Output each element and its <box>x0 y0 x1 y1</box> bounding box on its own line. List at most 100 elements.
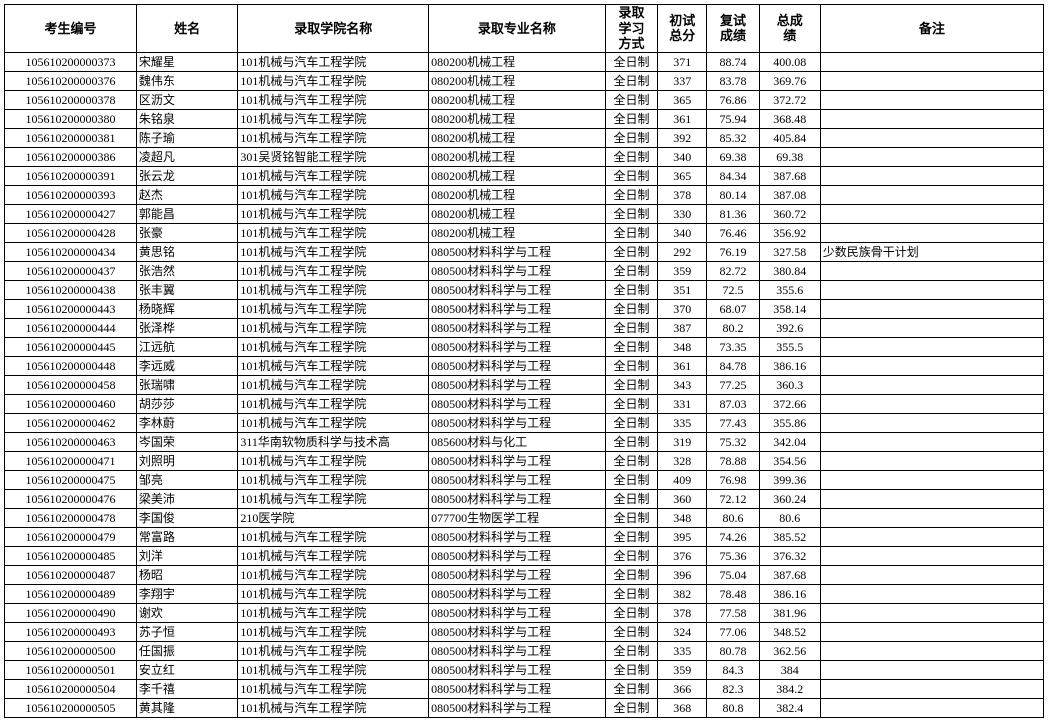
cell-mode: 全日制 <box>605 90 658 109</box>
cell-major: 080500材料科学与工程 <box>429 641 606 660</box>
cell-s1: 370 <box>658 299 707 318</box>
cell-name: 郭能昌 <box>136 204 237 223</box>
cell-id: 105610200000437 <box>5 261 137 280</box>
cell-mode: 全日制 <box>605 52 658 71</box>
cell-major: 080200机械工程 <box>429 90 606 109</box>
cell-mode: 全日制 <box>605 470 658 489</box>
cell-major: 080500材料科学与工程 <box>429 470 606 489</box>
cell-major: 080500材料科学与工程 <box>429 413 606 432</box>
cell-id: 105610200000475 <box>5 470 137 489</box>
cell-s2: 75.36 <box>707 546 760 565</box>
cell-total: 355.6 <box>759 280 820 299</box>
cell-s1: 319 <box>658 432 707 451</box>
cell-s2: 80.2 <box>707 318 760 337</box>
cell-id: 105610200000460 <box>5 394 137 413</box>
cell-mode: 全日制 <box>605 204 658 223</box>
cell-school: 101机械与汽车工程学院 <box>238 660 429 679</box>
cell-s1: 359 <box>658 261 707 280</box>
cell-s2: 76.46 <box>707 223 760 242</box>
cell-note <box>820 489 1043 508</box>
cell-major: 080200机械工程 <box>429 71 606 90</box>
cell-mode: 全日制 <box>605 527 658 546</box>
cell-school: 101机械与汽车工程学院 <box>238 280 429 299</box>
cell-mode: 全日制 <box>605 71 658 90</box>
cell-s1: 335 <box>658 641 707 660</box>
cell-total: 387.08 <box>759 185 820 204</box>
cell-s2: 77.25 <box>707 375 760 394</box>
cell-mode: 全日制 <box>605 489 658 508</box>
cell-s1: 328 <box>658 451 707 470</box>
cell-s2: 84.34 <box>707 166 760 185</box>
cell-major: 080200机械工程 <box>429 128 606 147</box>
cell-note <box>820 432 1043 451</box>
cell-s2: 78.48 <box>707 584 760 603</box>
header-row: 考生编号姓名录取学院名称录取专业名称录取学习方式初试总分复试成绩总成绩备注 <box>5 5 1044 53</box>
cell-major: 080500材料科学与工程 <box>429 356 606 375</box>
table-row: 105610200000458张瑞啸101机械与汽车工程学院080500材料科学… <box>5 375 1044 394</box>
table-row: 105610200000478李国俊210医学院077700生物医学工程全日制3… <box>5 508 1044 527</box>
cell-total: 400.08 <box>759 52 820 71</box>
cell-major: 080200机械工程 <box>429 223 606 242</box>
cell-major: 080200机械工程 <box>429 185 606 204</box>
cell-total: 69.38 <box>759 147 820 166</box>
table-row: 105610200000438张丰翼101机械与汽车工程学院080500材料科学… <box>5 280 1044 299</box>
cell-note <box>820 508 1043 527</box>
cell-school: 101机械与汽车工程学院 <box>238 375 429 394</box>
cell-major: 080200机械工程 <box>429 109 606 128</box>
cell-s1: 343 <box>658 375 707 394</box>
cell-school: 311华南软物质科学与技术高 <box>238 432 429 451</box>
cell-major: 080500材料科学与工程 <box>429 622 606 641</box>
cell-s1: 361 <box>658 356 707 375</box>
cell-school: 301吴贤铭智能工程学院 <box>238 147 429 166</box>
cell-s1: 348 <box>658 508 707 527</box>
cell-mode: 全日制 <box>605 432 658 451</box>
cell-major: 085600材料与化工 <box>429 432 606 451</box>
cell-s1: 409 <box>658 470 707 489</box>
cell-s2: 75.94 <box>707 109 760 128</box>
cell-major: 080500材料科学与工程 <box>429 394 606 413</box>
table-row: 105610200000437张浩然101机械与汽车工程学院080500材料科学… <box>5 261 1044 280</box>
cell-mode: 全日制 <box>605 242 658 261</box>
cell-school: 101机械与汽车工程学院 <box>238 584 429 603</box>
cell-note <box>820 546 1043 565</box>
table-row: 105610200000380朱铭泉101机械与汽车工程学院080200机械工程… <box>5 109 1044 128</box>
cell-id: 105610200000428 <box>5 223 137 242</box>
cell-mode: 全日制 <box>605 185 658 204</box>
cell-major: 080500材料科学与工程 <box>429 242 606 261</box>
cell-school: 101机械与汽车工程学院 <box>238 337 429 356</box>
table-row: 105610200000386凌超凡301吴贤铭智能工程学院080200机械工程… <box>5 147 1044 166</box>
cell-s2: 81.36 <box>707 204 760 223</box>
cell-mode: 全日制 <box>605 413 658 432</box>
header-id: 考生编号 <box>5 5 137 53</box>
cell-total: 355.5 <box>759 337 820 356</box>
cell-total: 342.04 <box>759 432 820 451</box>
cell-id: 105610200000490 <box>5 603 137 622</box>
cell-s1: 365 <box>658 90 707 109</box>
cell-school: 101机械与汽车工程学院 <box>238 565 429 584</box>
cell-school: 101机械与汽车工程学院 <box>238 527 429 546</box>
cell-school: 101机械与汽车工程学院 <box>238 90 429 109</box>
cell-s2: 77.58 <box>707 603 760 622</box>
cell-name: 张浩然 <box>136 261 237 280</box>
cell-note <box>820 185 1043 204</box>
cell-school: 101机械与汽车工程学院 <box>238 185 429 204</box>
table-row: 105610200000479常富路101机械与汽车工程学院080500材料科学… <box>5 527 1044 546</box>
cell-mode: 全日制 <box>605 166 658 185</box>
cell-name: 苏子恒 <box>136 622 237 641</box>
cell-total: 399.36 <box>759 470 820 489</box>
cell-school: 101机械与汽车工程学院 <box>238 622 429 641</box>
cell-s1: 371 <box>658 52 707 71</box>
cell-s2: 88.74 <box>707 52 760 71</box>
header-note: 备注 <box>820 5 1043 53</box>
cell-name: 李国俊 <box>136 508 237 527</box>
cell-id: 105610200000500 <box>5 641 137 660</box>
cell-school: 101机械与汽车工程学院 <box>238 679 429 698</box>
cell-s2: 80.6 <box>707 508 760 527</box>
cell-mode: 全日制 <box>605 223 658 242</box>
cell-note <box>820 698 1043 717</box>
cell-s2: 72.12 <box>707 489 760 508</box>
table-row: 105610200000376魏伟东101机械与汽车工程学院080200机械工程… <box>5 71 1044 90</box>
cell-mode: 全日制 <box>605 641 658 660</box>
cell-s1: 395 <box>658 527 707 546</box>
cell-total: 369.76 <box>759 71 820 90</box>
